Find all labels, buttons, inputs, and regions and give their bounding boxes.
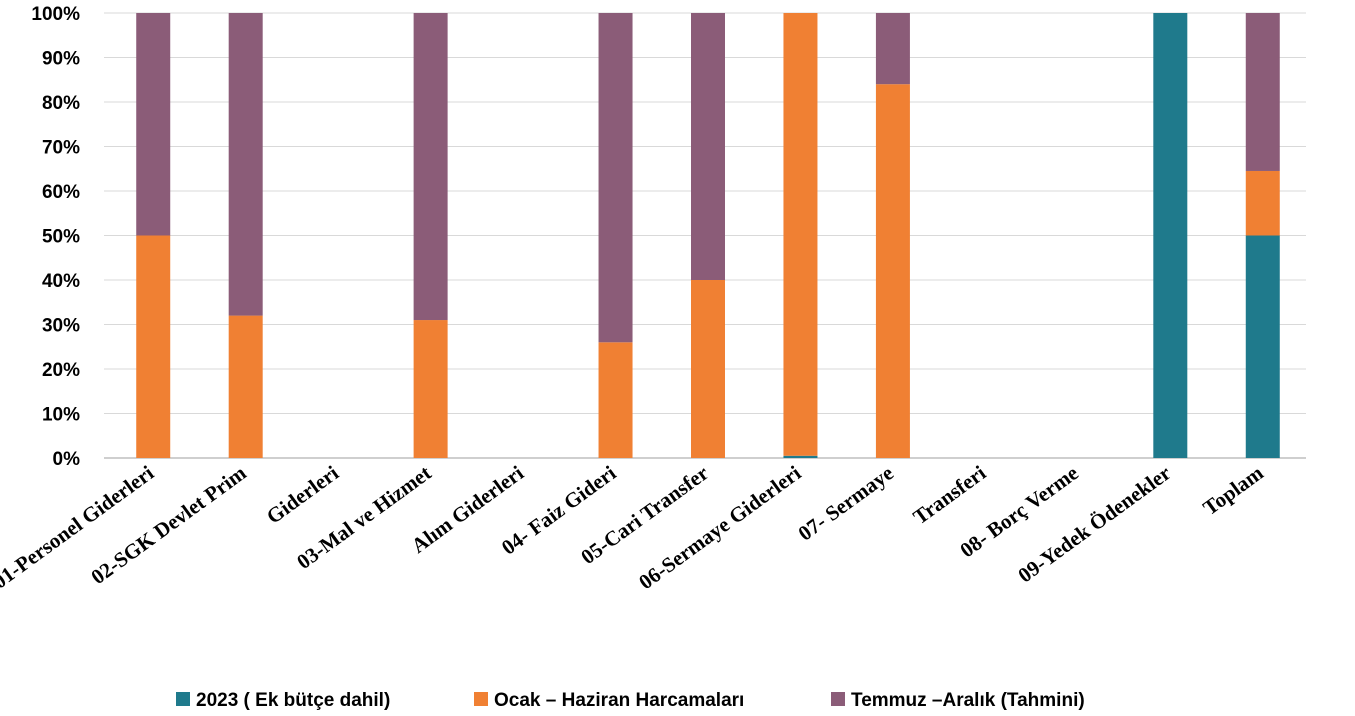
x-tick-label: 07- Sermaye <box>794 461 898 546</box>
legend-swatch <box>176 692 190 706</box>
legend-swatch <box>474 692 488 706</box>
y-tick-label: 90% <box>42 49 80 70</box>
bar-segment <box>136 13 171 236</box>
bar-segment <box>691 280 725 458</box>
bar-segment <box>783 455 818 458</box>
y-tick-label: 20% <box>42 360 80 381</box>
y-tick-label: 10% <box>42 405 80 426</box>
y-tick-label: 80% <box>42 93 80 114</box>
x-tick-label: 02-SGK Devlet Prim <box>86 460 251 589</box>
legend-swatch <box>831 692 845 706</box>
bar-segment <box>1245 13 1280 171</box>
y-tick-label: 100% <box>31 4 80 25</box>
bar-segment <box>598 342 633 458</box>
x-tick-label: 01-Personel Giderleri <box>0 461 158 594</box>
x-tick-label: 09-Yedek Ödenekler <box>1013 461 1175 588</box>
bar-segment <box>228 315 263 458</box>
bars <box>136 13 1280 458</box>
legend-label: Temmuz –Aralık (Tahmini) <box>851 690 1085 711</box>
bar-segment <box>598 13 633 343</box>
bar-segment <box>691 13 725 280</box>
legend-label: 2023 ( Ek bütçe dahil) <box>196 690 390 711</box>
bar-segment <box>1245 170 1280 236</box>
x-tick-label: Transferi <box>909 461 991 530</box>
bar-segment <box>875 84 910 458</box>
y-tick-label: 50% <box>42 227 80 248</box>
y-tick-label: 30% <box>42 316 80 337</box>
x-tick-label: Toplam <box>1199 460 1269 520</box>
y-axis-ticks: 0% 10% 20% 30% 40% 50% 60% 70% 80% 90% 100% <box>31 4 80 470</box>
bar-segment <box>1153 13 1188 458</box>
bar-segment <box>136 235 171 458</box>
y-tick-label: 70% <box>42 138 80 159</box>
bar-segment <box>1245 235 1280 458</box>
bar-segment <box>413 320 448 458</box>
y-tick-label: 0% <box>53 449 81 470</box>
bar-segment <box>413 13 448 321</box>
bar-segment <box>875 13 910 85</box>
legend: 2023 ( Ek bütçe dahil) Ocak – Haziran Har… <box>176 690 1085 711</box>
y-tick-label: 40% <box>42 271 80 292</box>
y-tick-label: 60% <box>42 182 80 203</box>
bar-segment <box>783 13 818 456</box>
x-tick-label: 06-Sermaye Giderleri <box>634 461 805 595</box>
legend-label: Ocak – Haziran Harcamaları <box>494 690 744 711</box>
x-tick-label: Giderleri <box>262 461 343 529</box>
bar-segment <box>228 13 263 316</box>
